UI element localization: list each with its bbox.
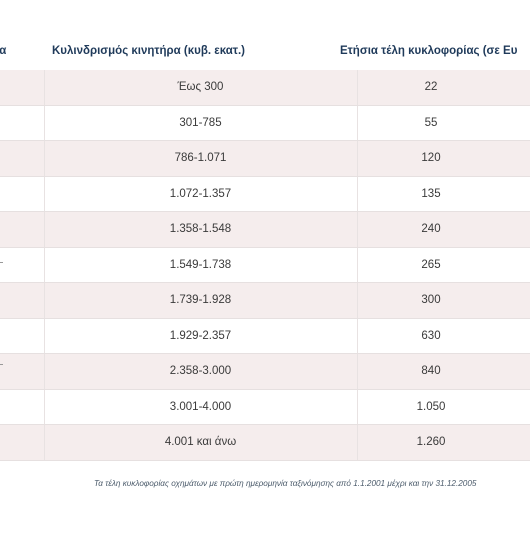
table-row: 1.929-2.357 630 (0, 318, 530, 354)
table-row: 4.001 και άνω 1.260 (0, 425, 530, 461)
fee-table: Έως 300 22 301-785 55 786-1.071 120 1.072-1.35… (0, 70, 530, 461)
fee-value: 630 (421, 329, 441, 342)
fee-value: 1.050 (416, 400, 446, 413)
fee-value: 265 (421, 258, 441, 271)
fee-value: 840 (421, 365, 441, 378)
table-row: 3.001-4.000 1.050 (0, 389, 530, 425)
fee-cell: 135 (357, 176, 530, 211)
displacement-cell: 786-1.071 (174, 152, 227, 165)
header-annual-fee: Ετήσια τέλη κυκλοφορίας (σε Ευ (340, 45, 518, 57)
category-cell (0, 283, 45, 318)
category-cell (0, 389, 45, 424)
fee-cell: 120 (357, 141, 530, 176)
category-cell (0, 105, 45, 140)
fee-cell: 630 (357, 318, 530, 353)
displacement-cell: 1.929-2.357 (169, 329, 232, 342)
fee-cell: 22 (357, 70, 530, 105)
table-row: 1.358-1.548 240 (0, 212, 530, 248)
edge-mark (0, 364, 3, 365)
category-cell (0, 141, 45, 176)
table-header: ία Κυλινδρισμός κινητήρα (κυβ. εκατ.) Ετ… (0, 35, 530, 69)
fee-value: 1.260 (416, 436, 446, 449)
displacement-cell: 1.358-1.548 (169, 223, 232, 236)
fee-value: 120 (421, 152, 441, 165)
category-cell (0, 318, 45, 353)
table-row: 1.072-1.357 135 (0, 176, 530, 212)
fee-value: 135 (421, 187, 441, 200)
category-cell (0, 70, 45, 105)
displacement-cell: 4.001 και άνω (164, 436, 237, 449)
table-row: 301-785 55 (0, 105, 530, 141)
category-cell (0, 354, 45, 389)
displacement-cell: 3.001-4.000 (169, 400, 232, 413)
displacement-cell: 1.549-1.738 (169, 258, 232, 271)
footnote: Τα τέλη κυκλοφορίας οχημάτων με πρώτη ημ… (94, 479, 477, 488)
table-row: 2.358-3.000 840 (0, 354, 530, 390)
displacement-cell: Έως 300 (177, 81, 224, 94)
category-cell (0, 425, 45, 460)
fee-value: 300 (421, 294, 441, 307)
fee-cell: 840 (357, 354, 530, 389)
displacement-cell: 2.358-3.000 (169, 365, 232, 378)
header-displacement: Κυλινδρισμός κινητήρα (κυβ. εκατ.) (52, 45, 245, 57)
table-row: Έως 300 22 (0, 70, 530, 106)
displacement-cell: 301-785 (179, 116, 222, 129)
category-cell (0, 212, 45, 247)
fee-cell: 55 (357, 105, 530, 140)
displacement-cell: 1.072-1.357 (169, 187, 232, 200)
edge-mark (0, 261, 3, 263)
displacement-cell: 1.739-1.928 (169, 294, 232, 307)
fee-cell: 240 (357, 212, 530, 247)
header-category: ία (0, 45, 7, 57)
fee-cell: 1.260 (357, 425, 530, 460)
table-row: 1.549-1.738 265 (0, 247, 530, 283)
category-cell (0, 176, 45, 211)
category-cell (0, 247, 45, 282)
fee-value: 55 (424, 116, 438, 129)
table-row: 786-1.071 120 (0, 141, 530, 177)
fee-value: 22 (424, 81, 438, 94)
fee-value: 240 (421, 223, 441, 236)
fee-cell: 300 (357, 283, 530, 318)
fee-cell: 265 (357, 247, 530, 282)
table-row: 1.739-1.928 300 (0, 283, 530, 319)
fee-cell: 1.050 (357, 389, 530, 424)
